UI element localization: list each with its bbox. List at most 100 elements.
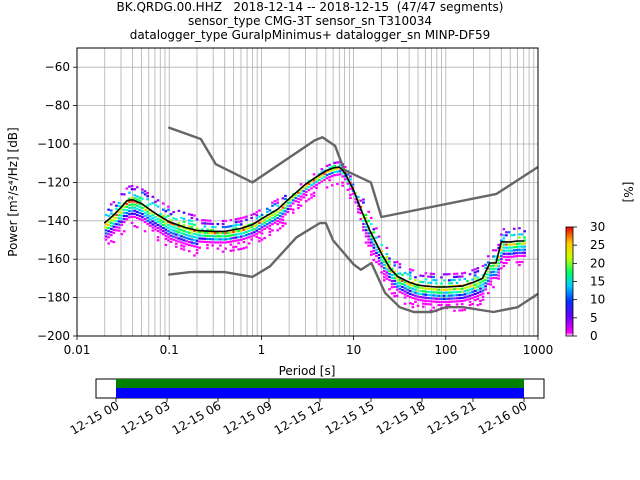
x-axis-label: Period [s] bbox=[279, 364, 336, 378]
heatmap-cell bbox=[159, 228, 162, 231]
heatmap-cell bbox=[237, 220, 240, 223]
heatmap-cell bbox=[362, 229, 365, 232]
heatmap-cell bbox=[471, 287, 474, 290]
heatmap-cell bbox=[359, 218, 363, 221]
heatmap-cell bbox=[203, 240, 207, 243]
heatmap-cell bbox=[356, 211, 360, 214]
heatmap-cell bbox=[138, 205, 142, 208]
heatmap-cell bbox=[174, 233, 178, 236]
heatmap-cell bbox=[284, 197, 287, 201]
heatmap-cell bbox=[440, 300, 443, 304]
heatmap-cell bbox=[317, 182, 321, 185]
ppsd-plot-area: 0.01 0.1 1 10 100 1000 −60 −80 −100 −120 −140 −160… bbox=[6, 47, 553, 378]
heatmap-cell bbox=[216, 241, 220, 244]
heatmap-cell bbox=[304, 184, 308, 187]
heatmap-cell bbox=[182, 236, 186, 239]
heatmap-cell bbox=[411, 296, 415, 300]
heatmap-cell bbox=[182, 233, 186, 236]
heatmap-cell bbox=[135, 201, 139, 204]
heatmap-cell bbox=[398, 263, 402, 266]
heatmap-cell bbox=[372, 240, 376, 243]
heatmap-cell bbox=[369, 238, 373, 241]
heatmap-cell bbox=[107, 236, 110, 239]
heatmap-cell bbox=[442, 279, 446, 282]
heatmap-cell bbox=[341, 172, 344, 175]
heatmap-cell bbox=[460, 287, 464, 290]
heatmap-cell bbox=[349, 193, 352, 196]
heatmap-cell bbox=[375, 245, 378, 248]
heatmap-cell bbox=[518, 242, 521, 245]
heatmap-cell bbox=[138, 218, 142, 221]
y-tick-label: −160 bbox=[37, 252, 70, 266]
heatmap-cell bbox=[146, 204, 149, 207]
heatmap-cell bbox=[328, 166, 331, 170]
heatmap-cell bbox=[367, 238, 370, 241]
heatmap-cell bbox=[154, 222, 157, 225]
heatmap-cell bbox=[117, 223, 121, 226]
heatmap-cell bbox=[117, 201, 121, 205]
heatmap-cell bbox=[107, 230, 110, 233]
heatmap-cell bbox=[107, 220, 110, 224]
heatmap-cell bbox=[133, 206, 136, 209]
heatmap-cell bbox=[388, 260, 391, 263]
heatmap-cell bbox=[200, 240, 204, 243]
heatmap-cell bbox=[299, 189, 303, 192]
heatmap-cell bbox=[323, 175, 326, 178]
heatmap-cell bbox=[476, 282, 480, 285]
heatmap-cell bbox=[499, 267, 503, 270]
heatmap-cell bbox=[476, 303, 480, 307]
heatmap-cell bbox=[471, 278, 474, 281]
heatmap-cell bbox=[395, 260, 399, 264]
heatmap-cell bbox=[372, 228, 376, 231]
heatmap-cell bbox=[156, 226, 160, 230]
heatmap-cell bbox=[164, 234, 168, 237]
heatmap-cell bbox=[193, 242, 196, 245]
heatmap-cell bbox=[424, 278, 428, 281]
heatmap-cell bbox=[385, 252, 389, 256]
timeline-tick-label: 12-15 03 bbox=[119, 398, 173, 437]
heatmap-cell bbox=[494, 249, 498, 252]
heatmap-cell bbox=[414, 279, 417, 282]
heatmap-cell bbox=[398, 284, 402, 287]
heatmap-cell bbox=[224, 232, 227, 235]
heatmap-cell bbox=[505, 246, 508, 249]
heatmap-cell bbox=[211, 238, 214, 241]
heatmap-cell bbox=[260, 220, 264, 223]
heatmap-cell bbox=[213, 235, 217, 238]
heatmap-cell bbox=[156, 205, 160, 208]
heatmap-cell bbox=[133, 197, 136, 200]
timeline-tick-label: 12-15 12 bbox=[272, 398, 326, 437]
heatmap-cell bbox=[518, 260, 521, 264]
heatmap-cell bbox=[141, 219, 144, 222]
heatmap-cell bbox=[177, 237, 181, 240]
heatmap-cell bbox=[492, 264, 495, 267]
heatmap-cell bbox=[349, 175, 352, 178]
heatmap-cell bbox=[421, 296, 425, 299]
heatmap-cell bbox=[268, 233, 272, 237]
heatmap-cell bbox=[453, 278, 456, 282]
heatmap-cell bbox=[146, 213, 149, 216]
heatmap-cell bbox=[195, 236, 199, 239]
heatmap-cell bbox=[442, 294, 446, 297]
heatmap-cell bbox=[107, 233, 110, 236]
heatmap-cell bbox=[333, 174, 337, 177]
heatmap-cell bbox=[128, 203, 131, 207]
heatmap-cell bbox=[507, 258, 511, 262]
heatmap-cell bbox=[356, 208, 360, 211]
heatmap-cell bbox=[284, 213, 287, 216]
heatmap-cell bbox=[221, 235, 225, 238]
heatmap-cell bbox=[146, 222, 149, 225]
heatmap-cell bbox=[216, 232, 220, 235]
heatmap-cell bbox=[432, 275, 435, 279]
heatmap-cell bbox=[502, 243, 506, 246]
heatmap-cell bbox=[112, 216, 116, 219]
heatmap-cell bbox=[429, 300, 433, 303]
heatmap-cell bbox=[143, 211, 147, 214]
heatmap-cell bbox=[135, 198, 139, 201]
heatmap-cell bbox=[390, 292, 394, 295]
heatmap-cell bbox=[341, 175, 344, 178]
heatmap-cell bbox=[304, 187, 308, 190]
heatmap-cell bbox=[375, 251, 378, 254]
heatmap-cell bbox=[172, 217, 175, 220]
heatmap-cell bbox=[406, 294, 409, 297]
